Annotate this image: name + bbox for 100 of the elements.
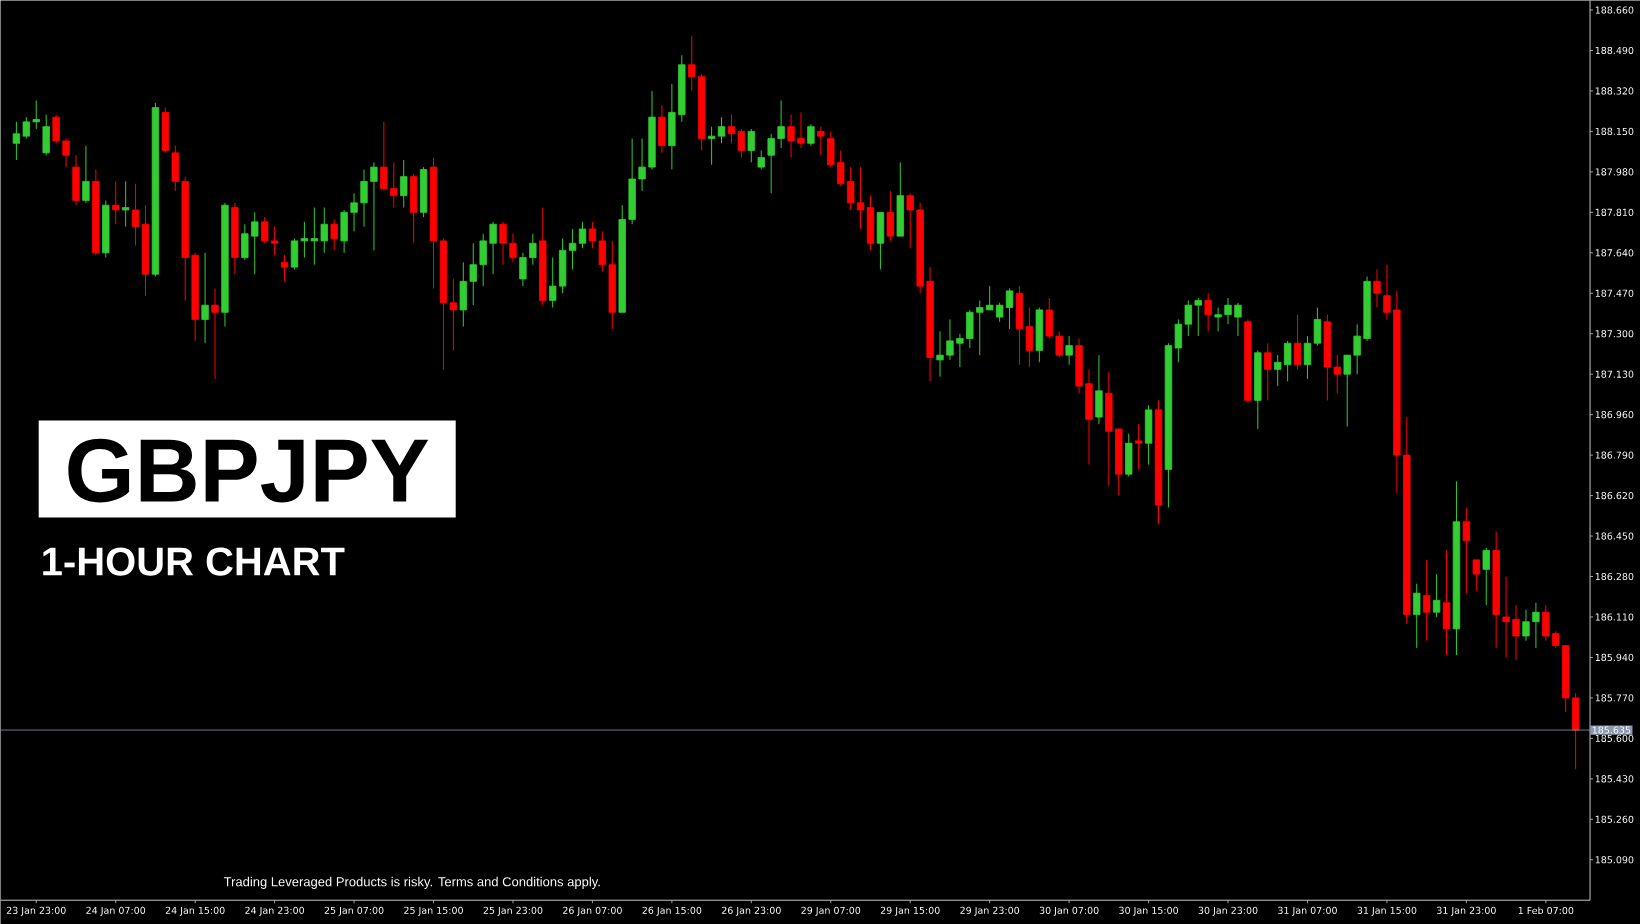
candlestick bbox=[588, 221, 597, 249]
annotation: Trading Leveraged Products is risky. Terms and Conditions apply. bbox=[223, 876, 600, 889]
candlestick bbox=[12, 121, 21, 161]
candlestick bbox=[807, 123, 815, 147]
x-tick-label: 31 Jan 15:00 bbox=[1357, 906, 1417, 916]
candlestick bbox=[489, 221, 497, 275]
candlestick bbox=[777, 99, 785, 149]
candlestick bbox=[767, 133, 775, 194]
candlestick bbox=[32, 99, 40, 130]
candlestick bbox=[82, 145, 90, 204]
y-tick-label: 185.090 bbox=[1595, 856, 1634, 864]
candlestick bbox=[1353, 323, 1361, 375]
candlestick bbox=[1303, 335, 1312, 380]
candlestick bbox=[1293, 314, 1302, 370]
y-tick-label: 187.980 bbox=[1595, 168, 1634, 176]
candlestick bbox=[936, 330, 944, 377]
y-tick-label: 188.150 bbox=[1595, 127, 1634, 135]
candlestick bbox=[1343, 354, 1351, 427]
text: 1-HOUR CHART bbox=[43, 547, 345, 576]
candlestick bbox=[1413, 583, 1421, 649]
candlestick bbox=[1264, 342, 1272, 401]
candlestick bbox=[1383, 264, 1391, 320]
candlestick bbox=[310, 206, 319, 266]
candlestick bbox=[1333, 354, 1341, 394]
candlestick bbox=[638, 137, 646, 192]
y-tick-label: 187.470 bbox=[1595, 289, 1634, 297]
y-tick-label: 185.940 bbox=[1595, 653, 1634, 661]
candlestick bbox=[1174, 318, 1183, 363]
candlestick bbox=[1184, 299, 1192, 337]
candlestick bbox=[886, 190, 895, 242]
candlestick bbox=[1313, 306, 1322, 347]
candlestick bbox=[598, 230, 607, 273]
x-tick-label: 25 Jan 07:00 bbox=[324, 906, 384, 916]
candlestick bbox=[995, 302, 1004, 323]
y-tick-label: 186.280 bbox=[1595, 572, 1634, 580]
candlestick bbox=[986, 285, 994, 311]
candlestick bbox=[499, 221, 507, 266]
y-tick-label: 185.600 bbox=[1595, 734, 1634, 742]
candlestick bbox=[1134, 423, 1143, 470]
y-tick-label: 186.790 bbox=[1595, 451, 1634, 459]
x-tick-label: 23 Jan 23:00 bbox=[6, 906, 66, 916]
candlestick bbox=[300, 221, 309, 258]
y-tick-label: 188.490 bbox=[1595, 46, 1634, 54]
candlestick bbox=[837, 149, 845, 187]
candlestick bbox=[727, 114, 736, 144]
candlestick bbox=[1283, 340, 1292, 382]
candlestick bbox=[241, 223, 249, 261]
candlestick bbox=[131, 183, 140, 247]
candlestick bbox=[390, 161, 398, 208]
candlestick bbox=[946, 318, 954, 361]
candlestick bbox=[350, 192, 358, 232]
candlestick bbox=[1005, 287, 1014, 330]
candlestick bbox=[52, 114, 60, 144]
candlestick bbox=[846, 166, 855, 211]
candlestick bbox=[787, 114, 795, 158]
candlestick bbox=[400, 159, 408, 208]
y-tick-label: 186.620 bbox=[1595, 491, 1634, 500]
candlestick bbox=[360, 168, 368, 228]
candlestick bbox=[370, 161, 378, 251]
ref-line-label: 185.635 bbox=[1592, 726, 1631, 734]
candlestick bbox=[1234, 302, 1242, 337]
candlestick bbox=[1482, 547, 1490, 606]
y-tick-label: 185.260 bbox=[1595, 815, 1634, 823]
candlestick bbox=[449, 278, 458, 351]
candlestick bbox=[519, 252, 527, 287]
candlestick bbox=[211, 287, 219, 380]
candlestick bbox=[1214, 306, 1222, 332]
x-tick-label: 25 Jan 23:00 bbox=[483, 906, 543, 916]
candlestick bbox=[1462, 506, 1471, 594]
candlestick bbox=[1542, 604, 1550, 642]
candlestick bbox=[1025, 306, 1034, 368]
candlestick bbox=[479, 233, 487, 287]
x-tick-label: 26 Jan 07:00 bbox=[563, 906, 622, 916]
candlestick bbox=[280, 254, 289, 282]
candlestick bbox=[578, 221, 587, 249]
candlestick bbox=[956, 333, 964, 368]
y-tick-label: 185.430 bbox=[1595, 775, 1634, 783]
x-tick-label: 1 Feb 07:00 bbox=[1518, 906, 1574, 914]
candlestick bbox=[856, 166, 865, 230]
candlestick bbox=[121, 180, 130, 228]
x-tick-label: 24 Jan 23:00 bbox=[245, 906, 305, 916]
y-tick-label: 188.660 bbox=[1595, 6, 1634, 14]
x-tick-label: 26 Jan 15:00 bbox=[642, 906, 702, 916]
candlestick bbox=[747, 128, 755, 163]
y-tick-label: 187.130 bbox=[1595, 370, 1634, 378]
y-tick-label: 187.640 bbox=[1595, 249, 1634, 257]
candlestick bbox=[717, 116, 726, 144]
x-tick-label: 25 Jan 15:00 bbox=[404, 906, 463, 916]
candlestick bbox=[1224, 297, 1232, 325]
candlestick bbox=[1204, 292, 1212, 332]
candlestick bbox=[1274, 354, 1282, 387]
candlestick bbox=[1432, 573, 1441, 618]
candlestick bbox=[1055, 330, 1063, 358]
candlestick bbox=[688, 35, 696, 92]
candlestick bbox=[549, 256, 557, 308]
x-tick-label: 24 Jan 07:00 bbox=[86, 906, 146, 916]
candlestick bbox=[1472, 559, 1480, 592]
x-tick-label: 29 Jan 07:00 bbox=[801, 906, 861, 916]
x-tick-label: 30 Jan 15:00 bbox=[1119, 906, 1178, 916]
candlestick bbox=[817, 126, 825, 156]
